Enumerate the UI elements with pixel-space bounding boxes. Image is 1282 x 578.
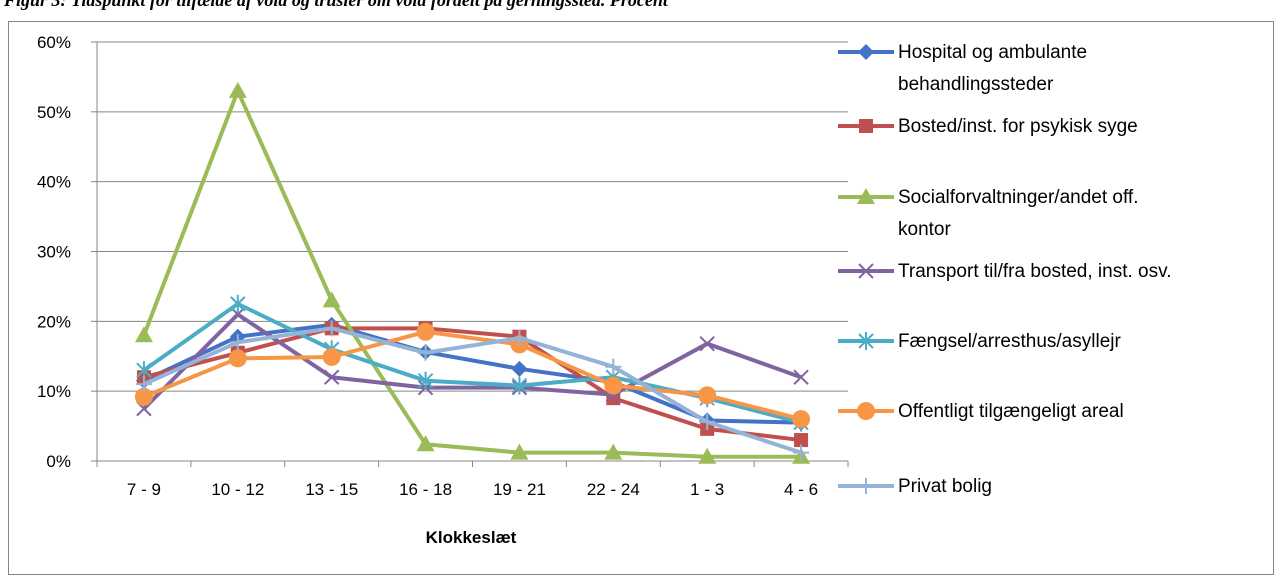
legend-swatch-marker <box>858 44 874 60</box>
axes: 0% 10% 20% 30% 40% 50% 60% 7 - 9 10 - 12 13 - 15 1… <box>37 33 849 499</box>
series-5 <box>134 322 811 429</box>
data-point <box>416 322 435 341</box>
data-point <box>416 435 435 452</box>
data-point <box>417 371 434 390</box>
legend-label: Transport til/fra bosted, inst. osv. <box>898 261 1172 282</box>
data-point <box>794 433 809 448</box>
y-tick-label: 0% <box>46 452 71 471</box>
data-point <box>417 344 434 361</box>
data-point <box>229 334 246 351</box>
data-point <box>135 376 152 393</box>
data-point <box>322 347 341 366</box>
data-point <box>511 330 528 347</box>
data-point <box>323 369 340 385</box>
x-tick-label: 19 - 21 <box>493 480 546 499</box>
legend-label: Privat bolig <box>898 476 992 497</box>
data-point <box>230 294 246 313</box>
series-2 <box>134 81 811 464</box>
y-tick-label: 60% <box>37 33 71 52</box>
data-point <box>134 387 153 406</box>
data-point <box>511 360 528 377</box>
legend-swatch-marker <box>858 478 874 494</box>
legend-item-1: Bosted/inst. for psykisk syge <box>838 116 1138 137</box>
series-group <box>134 81 811 464</box>
legend-swatch-marker <box>857 402 875 420</box>
data-point <box>510 443 529 460</box>
chart-frame <box>8 21 1274 575</box>
legend: Hospital og ambulante behandlingssteder Bo… <box>838 42 1172 497</box>
legend-swatch-marker <box>858 332 874 350</box>
x-tick-label: 1 - 3 <box>690 480 724 499</box>
series-line <box>143 326 802 455</box>
legend-item-6: Privat bolig <box>838 476 992 497</box>
data-point <box>228 349 247 368</box>
legend-label: kontor <box>898 219 951 240</box>
x-tick-label: 16 - 18 <box>399 480 452 499</box>
data-point <box>604 376 623 395</box>
y-tick-label: 20% <box>37 312 71 331</box>
legend-swatch-marker <box>859 119 873 133</box>
x-tick-label: 13 - 15 <box>305 480 358 499</box>
legend-label: Offentligt tilgængeligt areal <box>898 401 1124 422</box>
y-tick-label: 50% <box>37 103 71 122</box>
x-tick-label: 7 - 9 <box>127 480 161 499</box>
legend-label: Bosted/inst. for psykisk syge <box>898 116 1138 137</box>
legend-label: behandlingssteder <box>898 74 1054 95</box>
x-axis-title: Klokkeslæt <box>426 528 517 547</box>
x-tick-label: 10 - 12 <box>211 480 264 499</box>
data-point <box>605 358 622 375</box>
data-point <box>699 335 715 352</box>
series-line <box>142 88 802 459</box>
data-point <box>792 410 811 429</box>
data-point <box>698 447 717 464</box>
y-tick-label: 30% <box>37 243 71 262</box>
series-line <box>143 329 802 422</box>
series-line <box>143 326 802 443</box>
legend-item-0: Hospital og ambulante behandlingssteder <box>838 42 1087 95</box>
legend-item-3: Transport til/fra bosted, inst. osv. <box>838 261 1172 282</box>
gridlines <box>97 41 848 392</box>
legend-item-5: Offentligt tilgængeligt areal <box>838 401 1124 422</box>
legend-swatch-marker <box>858 263 874 279</box>
y-tick-label: 10% <box>37 382 71 401</box>
data-point <box>323 320 340 337</box>
data-point <box>604 443 623 460</box>
x-tick-label: 22 - 24 <box>587 480 640 499</box>
data-point <box>228 81 247 98</box>
legend-swatch-marker <box>857 188 875 204</box>
data-point <box>322 291 341 308</box>
series-6 <box>135 320 810 461</box>
data-point <box>698 386 717 405</box>
y-tick-label: 40% <box>37 173 71 192</box>
data-point <box>511 376 528 395</box>
series-line <box>142 312 802 411</box>
figure-caption: Figur 3: Tidspunkt for tilfælde af vold … <box>4 0 668 10</box>
data-point <box>793 444 810 461</box>
data-point <box>699 413 716 430</box>
legend-label: Socialforvaltninger/andet off. <box>898 187 1138 208</box>
data-point <box>793 369 809 385</box>
legend-item-4: Fængsel/arresthus/asyllejr <box>838 331 1121 352</box>
legend-label: Fængsel/arresthus/asyllejr <box>898 331 1121 352</box>
legend-item-2: Socialforvaltninger/andet off. kontor <box>838 187 1138 240</box>
legend-label: Hospital og ambulante <box>898 42 1087 63</box>
data-point <box>134 326 153 343</box>
x-tick-label: 4 - 6 <box>784 480 818 499</box>
